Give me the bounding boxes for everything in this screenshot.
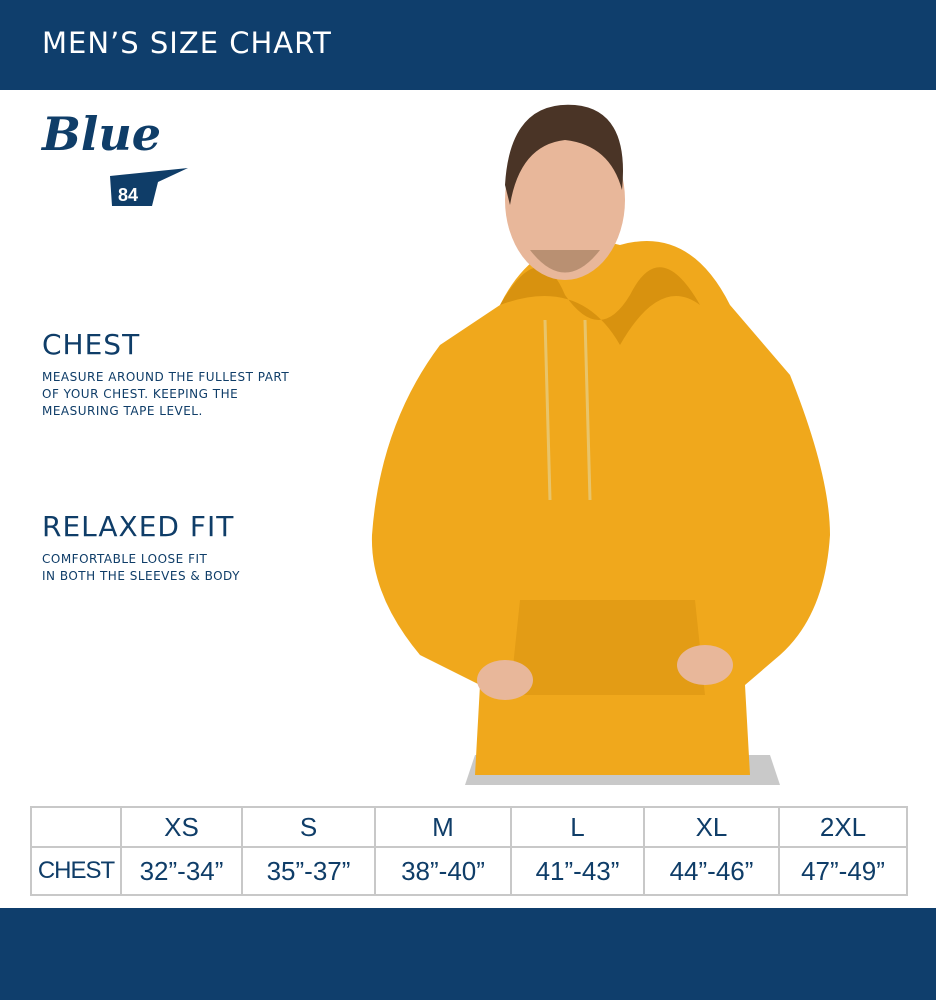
logo-number: 84 [118, 185, 138, 205]
chest-value: 47”-49” [778, 846, 908, 896]
size-header: 2XL [778, 806, 908, 848]
brand-logo: Blue 84 [40, 107, 188, 206]
page-title: MEN’S SIZE CHART [42, 26, 332, 60]
size-header: XS [120, 806, 243, 848]
logo-wordmark: Blue [40, 107, 161, 161]
fit-heading: RELAXED FIT [42, 510, 235, 543]
chest-value: 38”-40” [374, 846, 512, 896]
chest-line: OF YOUR CHEST. KEEPING THE [42, 387, 239, 401]
chest-heading: CHEST [42, 328, 141, 361]
chest-description: MEASURE AROUND THE FULLEST PART OF YOUR … [42, 369, 289, 420]
fit-line: COMFORTABLE LOOSE FIT [42, 552, 208, 566]
model-photo [371, 104, 830, 785]
chest-value: 41”-43” [510, 846, 645, 896]
chest-line: MEASURE AROUND THE FULLEST PART [42, 370, 290, 384]
chest-value: 44”-46” [643, 846, 780, 896]
chest-value: 35”-37” [241, 846, 376, 896]
empty-cell [30, 806, 122, 848]
fit-description: COMFORTABLE LOOSE FIT IN BOTH THE SLEEVE… [42, 551, 240, 585]
size-header: XL [643, 806, 780, 848]
chest-row: CHEST 32”-34” 35”-37” 38”-40” 41”-43” 44… [30, 846, 908, 896]
chest-value: 32”-34” [120, 846, 243, 896]
header-banner: MEN’S SIZE CHART [0, 0, 936, 90]
size-table: XS S M L XL 2XL CHEST 32”-34” 35”-37” 38… [30, 806, 908, 896]
fit-line: IN BOTH THE SLEEVES & BODY [42, 569, 240, 583]
size-header: M [374, 806, 512, 848]
row-label: CHEST [30, 846, 122, 896]
logo-pennant [110, 168, 188, 206]
size-header: L [510, 806, 645, 848]
size-header-row: XS S M L XL 2XL [30, 806, 908, 848]
size-header: S [241, 806, 376, 848]
chest-line: MEASURING TAPE LEVEL. [42, 404, 203, 418]
footer-banner [0, 908, 936, 1000]
